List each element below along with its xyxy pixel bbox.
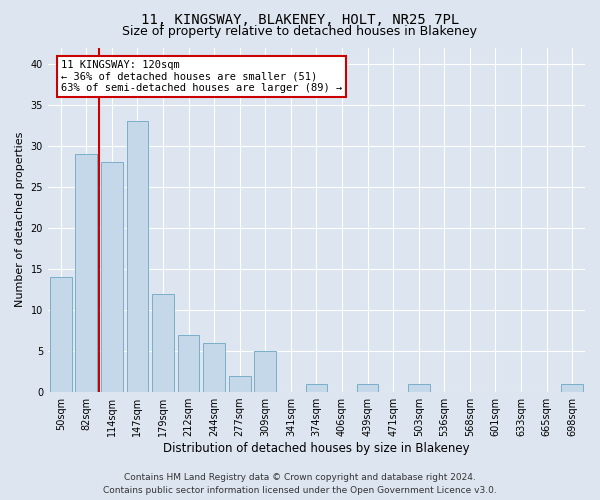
Bar [357,384,379,392]
Text: 11 KINGSWAY: 120sqm
← 36% of detached houses are smaller (51)
63% of semi-detach: 11 KINGSWAY: 120sqm ← 36% of detached ho… [61,60,342,93]
Bar [562,384,583,392]
Bar [408,384,430,392]
Bar [50,277,71,392]
Text: Contains HM Land Registry data © Crown copyright and database right 2024.
Contai: Contains HM Land Registry data © Crown c… [103,474,497,495]
Bar [152,294,174,392]
Y-axis label: Number of detached properties: Number of detached properties [15,132,25,308]
Bar [76,154,97,392]
Bar [254,351,276,392]
Bar [178,334,199,392]
Bar [305,384,328,392]
Bar [101,162,123,392]
X-axis label: Distribution of detached houses by size in Blakeney: Distribution of detached houses by size … [163,442,470,455]
Bar [127,122,148,392]
Text: Size of property relative to detached houses in Blakeney: Size of property relative to detached ho… [122,25,478,38]
Text: 11, KINGSWAY, BLAKENEY, HOLT, NR25 7PL: 11, KINGSWAY, BLAKENEY, HOLT, NR25 7PL [141,12,459,26]
Bar [229,376,251,392]
Bar [203,343,225,392]
